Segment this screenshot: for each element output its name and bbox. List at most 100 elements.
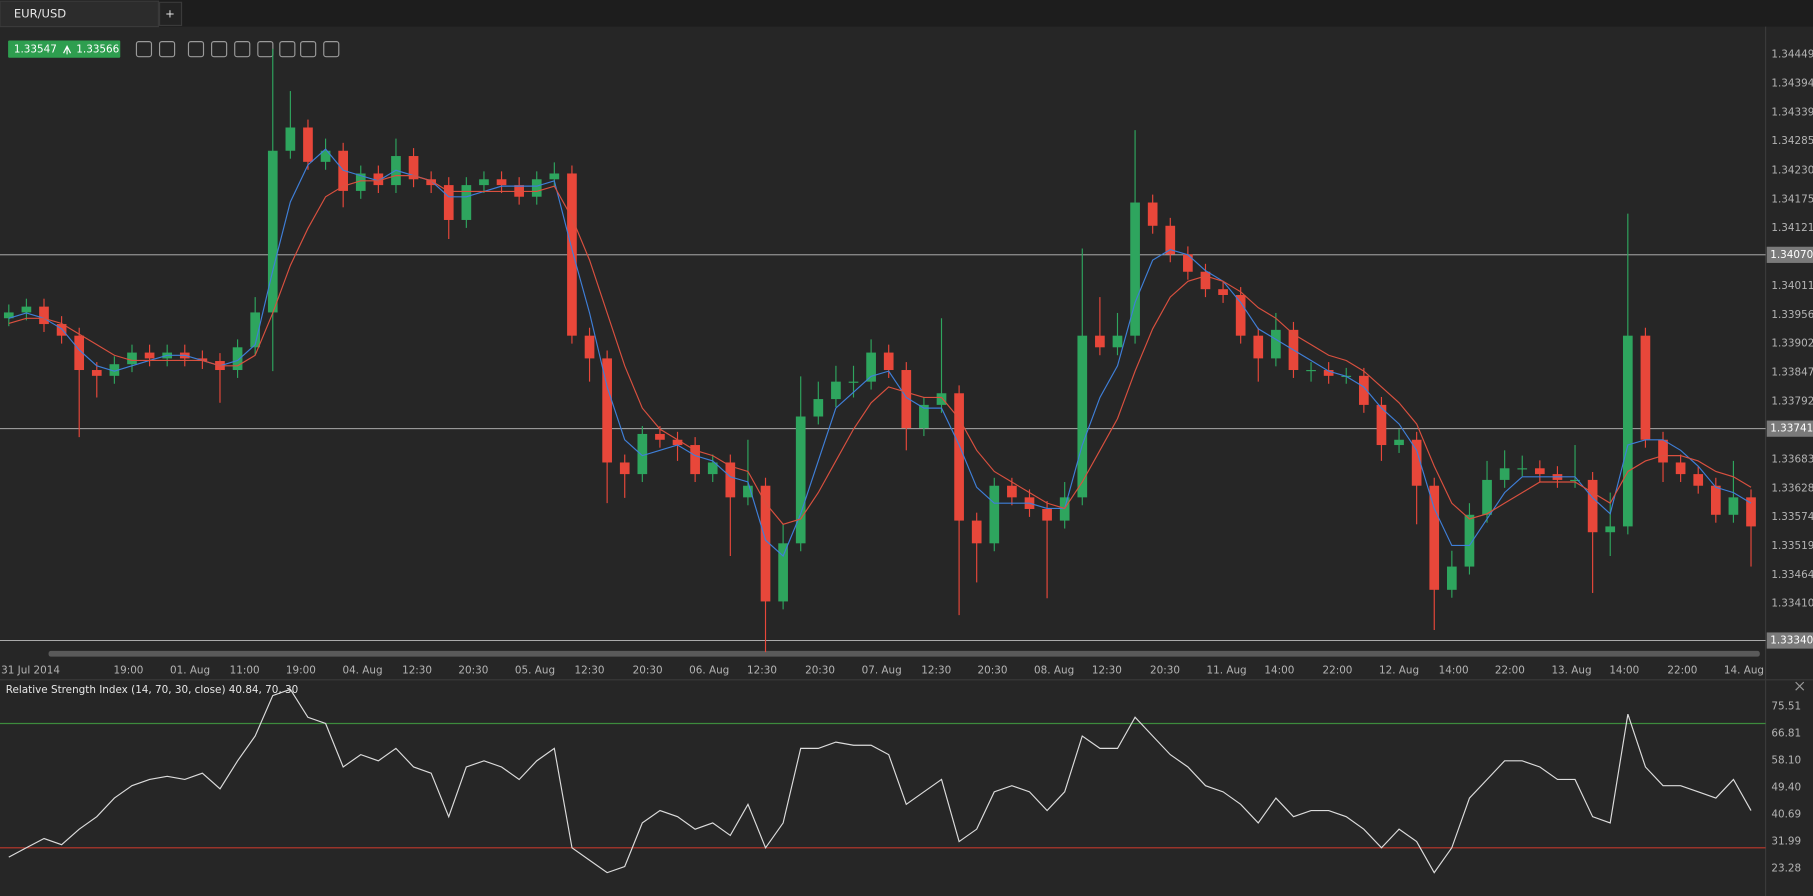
candle-body <box>303 127 313 162</box>
zoom-out-button[interactable] <box>135 41 153 58</box>
candle-body <box>1658 439 1668 463</box>
level-label: 1.34070 <box>1770 249 1813 261</box>
x-tick-label: 11. Aug <box>1207 665 1247 677</box>
zoom-in-button[interactable] <box>158 41 176 58</box>
candle-body <box>1183 254 1193 272</box>
candle-body <box>1746 497 1756 527</box>
y-tick-label: 1.33464 <box>1771 569 1813 581</box>
candle-body <box>971 520 982 544</box>
candle-body <box>1675 462 1686 475</box>
level-label: 1.33340 <box>1770 635 1813 647</box>
candle-body <box>232 347 243 371</box>
candle-body <box>1007 485 1017 498</box>
add-tab-button <box>158 1 183 27</box>
y-tick-label: 1.34339 <box>1771 107 1813 119</box>
candle-body <box>954 393 964 521</box>
indicators-button[interactable] <box>234 41 251 58</box>
candle-body <box>1271 329 1281 359</box>
y-tick-label: 75.51 <box>1771 700 1801 712</box>
candle-body <box>619 462 630 475</box>
x-tick-label: 12:30 <box>1092 665 1122 677</box>
candle-body <box>56 324 67 336</box>
candle-body <box>285 127 296 151</box>
candle-body <box>1218 289 1228 295</box>
y-tick-label: 1.33956 <box>1771 309 1813 321</box>
x-tick-label: 20:30 <box>805 665 835 677</box>
candle-body <box>831 381 841 400</box>
candle-body <box>267 150 278 313</box>
candle-body <box>1622 335 1633 527</box>
candle-body <box>795 416 806 544</box>
candle-body <box>672 439 683 446</box>
y-tick-label: 58.10 <box>1771 754 1801 766</box>
tab[interactable]: EUR/USD <box>0 0 159 28</box>
chart-type-button[interactable] <box>211 41 228 58</box>
y-tick-label: 31.99 <box>1771 836 1801 848</box>
up-arrow-icon <box>63 44 72 55</box>
candle-body <box>1728 497 1739 515</box>
candle-body <box>1200 271 1211 290</box>
candle-body <box>1112 335 1123 348</box>
draw-button[interactable] <box>323 41 340 58</box>
x-tick-label: 22:00 <box>1495 665 1525 677</box>
y-tick-label: 1.33628 <box>1771 482 1813 494</box>
close-indicator-button[interactable] <box>1795 681 1805 691</box>
candle-body <box>602 358 612 463</box>
candle-body <box>355 173 366 191</box>
candle-body <box>725 462 736 498</box>
candle-body <box>1042 508 1052 521</box>
x-tick-label: 04. Aug <box>342 665 382 677</box>
add-tab-label: + <box>165 6 175 20</box>
y-tick-label: 1.34449 <box>1771 49 1813 61</box>
edit-button[interactable] <box>300 41 317 58</box>
add-tab[interactable]: + <box>158 1 183 27</box>
candle-body <box>707 462 718 475</box>
candle-body <box>567 173 577 336</box>
candle-body <box>1077 335 1088 498</box>
y-tick-label: 1.33519 <box>1771 540 1813 552</box>
candle-body <box>1411 439 1422 486</box>
candle-body <box>1693 474 1704 486</box>
candle-body <box>1499 468 1510 480</box>
x-tick-label: 19:00 <box>113 665 143 677</box>
y-tick-label: 1.34175 <box>1771 193 1813 205</box>
timeframe-button[interactable] <box>187 41 205 58</box>
series-line <box>8 148 1752 557</box>
candle-body <box>1464 514 1475 567</box>
candle-body <box>443 185 454 220</box>
candle-body <box>1605 526 1616 533</box>
candle-body <box>39 306 49 325</box>
candle-body <box>74 335 85 371</box>
x-tick-label: 01. Aug <box>170 665 210 677</box>
candle-body <box>1376 404 1387 446</box>
candle-body <box>1147 202 1158 226</box>
candle-body <box>1165 225 1176 255</box>
y-tick-label: 1.34011 <box>1771 280 1813 292</box>
y-tick-label: 1.33792 <box>1771 396 1813 408</box>
y-tick-label: 1.33847 <box>1771 367 1813 379</box>
indicator-title: Relative Strength Index (14, 70, 30, clo… <box>6 684 298 696</box>
objects-button[interactable] <box>279 41 296 58</box>
candle-body <box>1253 335 1264 359</box>
x-tick-label: 22:00 <box>1322 665 1352 677</box>
candle-body <box>109 364 120 376</box>
candle-body <box>883 352 894 371</box>
tab-title: EUR/USD <box>14 6 66 20</box>
candle-body <box>549 173 560 180</box>
y-tick-label: 1.33574 <box>1771 511 1813 523</box>
y-tick-label: 66.81 <box>1771 727 1801 739</box>
scrollbar[interactable] <box>48 650 1760 657</box>
y-tick-label: 1.34285 <box>1771 135 1813 147</box>
x-tick-label: 07. Aug <box>862 665 902 677</box>
bid-price: 1.33547 <box>14 44 57 56</box>
series-line <box>8 688 1752 874</box>
x-tick-label: 11:00 <box>230 665 260 677</box>
x-tick-label: 20:30 <box>458 665 488 677</box>
x-tick-label: 19:00 <box>286 665 316 677</box>
x-tick-label: 06. Aug <box>689 665 729 677</box>
y-tick-label: 1.33410 <box>1771 598 1813 610</box>
candle-body <box>426 179 436 186</box>
candle-body <box>197 358 208 362</box>
